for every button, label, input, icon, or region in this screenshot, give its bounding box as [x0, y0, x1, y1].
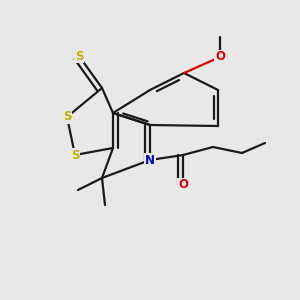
Text: S: S [75, 50, 83, 62]
Text: O: O [178, 178, 188, 191]
Text: O: O [215, 50, 225, 64]
Text: N: N [145, 154, 155, 166]
Text: S: S [63, 110, 71, 124]
Text: S: S [71, 148, 79, 161]
